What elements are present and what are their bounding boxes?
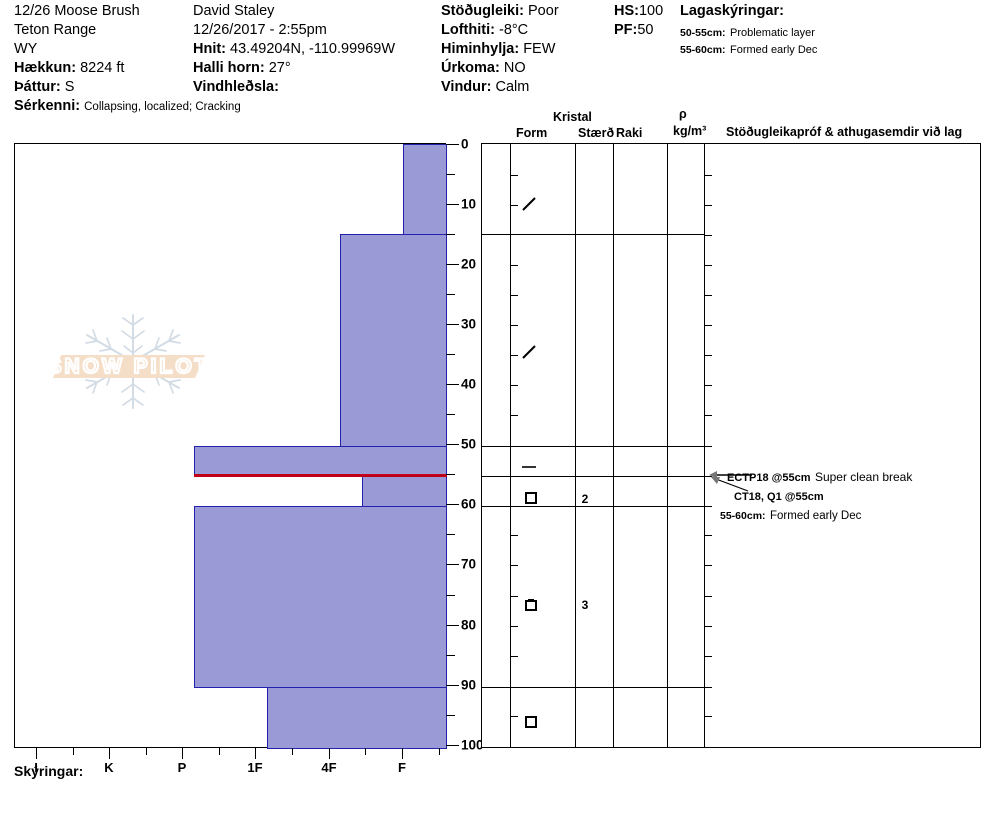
profile-note-row: 55-60cm: Formed early Dec <box>720 510 862 522</box>
hardness-profile-plot[interactable]: SNOW PILOT <box>14 143 447 749</box>
hardness-layer-bar <box>340 234 447 447</box>
column-divider <box>575 144 576 747</box>
depth-label: 70 <box>461 556 477 572</box>
depth-label: 30 <box>461 316 477 332</box>
snow-layer-data-table[interactable]: 2 3 ECTP18 @55cm Super clean break CT18,… <box>481 143 981 748</box>
header-row: Þáttur: S <box>14 79 75 95</box>
depth-label: 50 <box>461 436 477 452</box>
depth-label: 100 <box>461 737 484 753</box>
hardness-tick-label: I <box>34 760 38 775</box>
header-row: WY <box>14 41 38 57</box>
column-header-staerd: Stærð <box>578 126 615 140</box>
depth-label: 90 <box>461 677 477 693</box>
header-row: 12/26 Moose Brush <box>14 3 140 19</box>
layer-comments-title: Lagaskýringar: <box>680 3 784 19</box>
faceted-crystals-icon <box>525 492 537 504</box>
header-row: Hækkun: 8224 ft <box>14 60 125 76</box>
header-row: Halli horn: 27° <box>193 60 291 76</box>
layer-boundary <box>482 687 704 688</box>
hardness-layer-bar <box>194 446 447 477</box>
layer-boundary <box>482 506 704 507</box>
hardness-layer-bar <box>403 144 447 235</box>
column-divider <box>704 144 705 747</box>
snow-pilot-watermark-icon: SNOW PILOT <box>53 314 211 409</box>
column-divider <box>510 144 511 747</box>
skyringar-label: Skýringar: <box>14 763 84 779</box>
stability-test-leader-lines-icon <box>709 471 752 492</box>
column-header-form: Form <box>516 126 548 140</box>
header-row: Himinhylja: FEW <box>441 41 556 57</box>
header-row: PF:50 <box>614 22 654 38</box>
header-row: Úrkoma: NO <box>441 60 526 76</box>
hardness-tick-label: P <box>177 760 187 775</box>
surface-hoar-icon <box>522 466 536 468</box>
hardness-tick-label: F <box>398 760 406 775</box>
depth-label: 80 <box>461 617 477 633</box>
hardness-layer-bar <box>194 506 447 688</box>
depth-label: 20 <box>461 256 477 272</box>
header-row: Hnit: 43.49204N, -110.99969W <box>193 41 396 57</box>
header-row: Lofthiti: -8°C <box>441 22 529 38</box>
header-column-location: 12/26 Moose Brush Teton Range WY Hækkun:… <box>14 2 140 97</box>
header-row: HS:100 <box>614 3 664 19</box>
layer-boundary <box>482 234 704 235</box>
column-header-raki: Raki <box>616 126 643 140</box>
hardness-tick-label: K <box>104 760 114 775</box>
hardness-axis: I K P 1F 4F F <box>14 748 446 778</box>
depth-label: 60 <box>461 496 477 512</box>
grain-size-value: 2 <box>581 492 589 506</box>
depth-axis: 0 10 20 30 40 50 60 70 80 90 100 <box>446 137 484 753</box>
header-row: 12/26/2017 - 2:55pm <box>193 22 327 38</box>
hardness-tick-label: 4F <box>321 760 337 775</box>
column-header-rho-symbol: ρ <box>679 107 687 121</box>
depth-label: 40 <box>461 376 477 392</box>
header-row: Vindhleðsla: <box>193 79 279 95</box>
header-row: Stöðugleiki: Poor <box>441 3 559 19</box>
hardness-tick-label: 1F <box>247 760 263 775</box>
header-row: Vindur: Calm <box>441 79 530 95</box>
hardness-layer-bar <box>362 476 447 507</box>
column-header-rho-units: kg/m³ <box>673 124 707 138</box>
column-divider <box>667 144 668 747</box>
sercenni-row: Sérkenni: Collapsing, localized; Crackin… <box>14 98 241 114</box>
depth-label: 0 <box>461 136 469 152</box>
stability-test-row: ECTP18 @55cm Super clean break <box>727 470 913 484</box>
stability-test-row: CT18, Q1 @55cm <box>734 491 824 503</box>
weak-layer-line <box>194 474 447 477</box>
layer-boundary <box>482 446 704 447</box>
precipitation-particles-icon <box>522 345 536 359</box>
layer-comments-block: Lagaskýringar: 50-55cm: Problematic laye… <box>680 2 817 58</box>
header-column-observer: David Staley 12/26/2017 - 2:55pm Hnit: 4… <box>193 2 395 97</box>
layer-comment-item: 50-55cm: Problematic layer <box>680 27 815 39</box>
precipitation-particles-icon <box>522 197 536 211</box>
layer-comment-item: 55-60cm: Formed early Dec <box>680 44 818 56</box>
depth-label: 10 <box>461 196 477 212</box>
layer-boundary <box>482 476 704 477</box>
faceted-crystals-icon <box>525 716 537 728</box>
watermark-text: SNOW PILOT <box>53 355 211 378</box>
depth-hoar-icon <box>525 599 537 611</box>
hardness-layer-bar <box>267 687 447 749</box>
column-divider <box>613 144 614 747</box>
header-column-snowdepth: HS:100 PF:50 <box>614 2 663 40</box>
column-header-kristal: Kristal <box>553 110 592 124</box>
column-header-stability: Stöðugleikapróf & athugasemdir við lag <box>726 125 963 139</box>
header-row: Teton Range <box>14 22 97 38</box>
header-row: David Staley <box>193 3 275 19</box>
header-column-conditions: Stöðugleiki: Poor Lofthiti: -8°C Himinhy… <box>441 2 559 97</box>
grain-size-value: 3 <box>581 598 589 612</box>
